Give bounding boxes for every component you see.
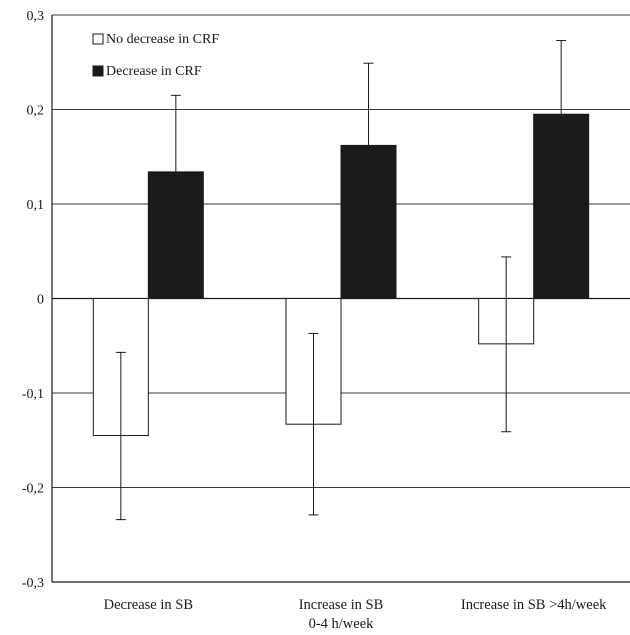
y-tick-label: -0,3 xyxy=(22,576,44,591)
x-category-label: 0-4 h/week xyxy=(309,616,375,632)
y-tick-label: -0,1 xyxy=(22,387,44,402)
x-category-label: Increase in SB >4h/week xyxy=(461,597,607,613)
legend-swatch xyxy=(92,33,104,45)
legend-label: No decrease in CRF xyxy=(106,32,219,47)
bar xyxy=(147,171,204,299)
error-bars xyxy=(115,40,567,521)
y-tick-label: 0,3 xyxy=(27,9,45,24)
legend: No decrease in CRF Decrease in CRF xyxy=(92,32,219,79)
x-category-label: Decrease in SB xyxy=(104,597,193,613)
legend-label: Decrease in CRF xyxy=(106,64,202,79)
axes: 0,3 0,2 0,1 0 -0,1 -0,2 -0,3 Decrease in SB Incr… xyxy=(22,9,630,632)
y-tick-label: 0,2 xyxy=(27,104,45,119)
y-tick-label: -0,2 xyxy=(22,482,44,497)
y-tick-label: 0 xyxy=(37,293,44,308)
bar xyxy=(340,144,397,299)
bar xyxy=(533,113,590,299)
y-tick-label: 0,1 xyxy=(27,198,45,213)
x-category-label: Increase in SB xyxy=(299,597,384,613)
bars xyxy=(92,113,590,437)
legend-swatch xyxy=(92,65,104,77)
